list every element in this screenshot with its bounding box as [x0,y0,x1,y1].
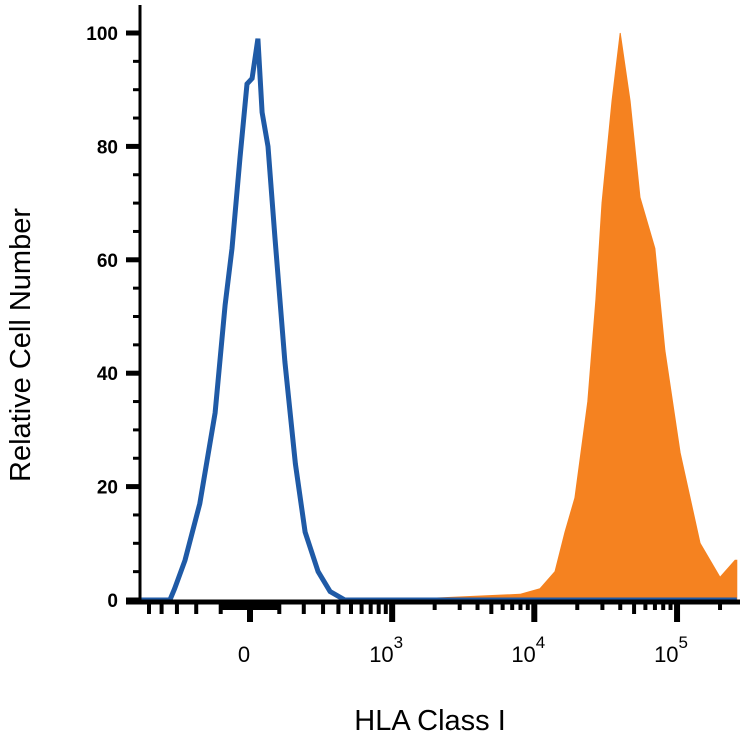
x-tick-label: 103 [369,633,403,667]
filled-histogram-series [140,32,738,601]
y-ticks: 0 20 40 60 80 100 [86,24,140,612]
y-tick-label: 80 [97,137,118,158]
y-tick-label: 60 [97,251,118,272]
y-tick-label: 40 [97,364,118,385]
y-tick-label: 0 [107,591,118,612]
x-tick-exponent: 5 [679,633,688,652]
series-layer [140,32,738,603]
y-tick-label: 100 [86,24,118,45]
y-axis-label: Relative Cell Number [5,208,37,482]
y-tick-label: 20 [97,478,118,499]
x-ticks: 0 103 104 105 [147,604,723,667]
x-tick-label: 105 [654,633,688,667]
x-axis-label: HLA Class I [354,705,506,737]
x-tick-exponent: 3 [394,633,403,652]
x-tick-exponent: 4 [536,633,545,652]
axes-layer [126,5,740,605]
x-tick-label: 104 [511,633,545,667]
x-tick-label: 0 [238,642,250,667]
